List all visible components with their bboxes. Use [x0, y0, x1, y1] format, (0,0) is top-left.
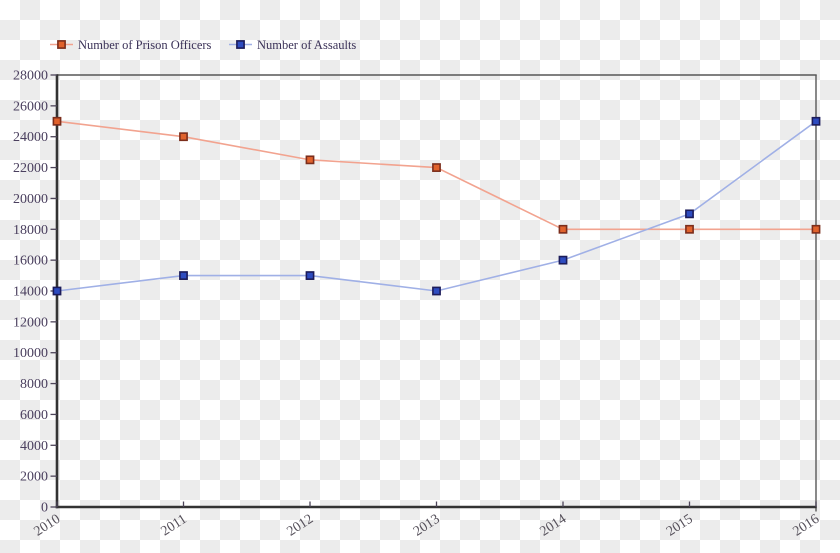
- y-tick-label: 26000: [13, 99, 48, 114]
- legend-marker-icon: [57, 40, 66, 49]
- y-tick-label: 22000: [13, 161, 48, 176]
- data-point-marker: [52, 116, 62, 126]
- data-point-marker: [432, 163, 441, 172]
- y-tick-label: 28000: [13, 69, 48, 84]
- legend-label-assaults: Number of Assaults: [257, 38, 356, 52]
- y-tick-label: 24000: [13, 130, 48, 145]
- legend-marker-icon: [236, 40, 245, 49]
- x-tick-label: 2012: [285, 512, 317, 540]
- y-tick-label: 14000: [13, 285, 48, 300]
- data-point-marker: [558, 224, 568, 234]
- y-tick-label: 0: [41, 501, 48, 516]
- data-point-marker: [305, 155, 315, 165]
- plot-area: 0 2000 4000 6000 8000 10000 12000 14000 16000 180…: [13, 69, 822, 540]
- y-tick-label: 16000: [13, 254, 48, 269]
- series-line-0: [56, 120, 816, 231]
- data-point-marker: [558, 255, 568, 265]
- data-point-marker: [52, 286, 62, 296]
- data-point-marker: [685, 209, 694, 219]
- legend-label-prison-officers: Number of Prison Officers: [78, 38, 212, 52]
- legend-item-prison-officers: Number of Prison Officers: [50, 38, 212, 52]
- y-tick-label: 10000: [13, 346, 48, 361]
- data-point-marker: [305, 271, 315, 280]
- x-tick-label: 2011: [158, 512, 189, 540]
- x-tick-label: 2013: [411, 512, 443, 540]
- data-point-marker: [811, 116, 821, 126]
- data-point-marker: [179, 132, 188, 142]
- data-point-marker: [432, 286, 441, 296]
- legend: Number of Prison Officers Number of Assa…: [50, 38, 356, 52]
- data-point-marker: [811, 224, 821, 234]
- data-point-marker: [179, 271, 188, 280]
- x-tick-label: 2014: [538, 512, 570, 540]
- legend-item-assaults: Number of Assaults: [229, 38, 356, 52]
- y-tick-label: 4000: [20, 439, 48, 454]
- y-tick-label: 6000: [20, 408, 48, 423]
- y-tick-label: 8000: [20, 377, 48, 392]
- y-tick-label: 20000: [13, 192, 48, 207]
- x-tick-label: 2010: [32, 512, 64, 540]
- y-tick-label: 12000: [13, 315, 48, 330]
- y-tick-label: 18000: [13, 223, 48, 238]
- y-tick-label: 2000: [20, 470, 48, 485]
- x-tick-label: 2015: [664, 512, 696, 540]
- series-line-1: [56, 120, 817, 292]
- x-tick-label: 2016: [791, 512, 823, 540]
- data-point-marker: [685, 224, 694, 234]
